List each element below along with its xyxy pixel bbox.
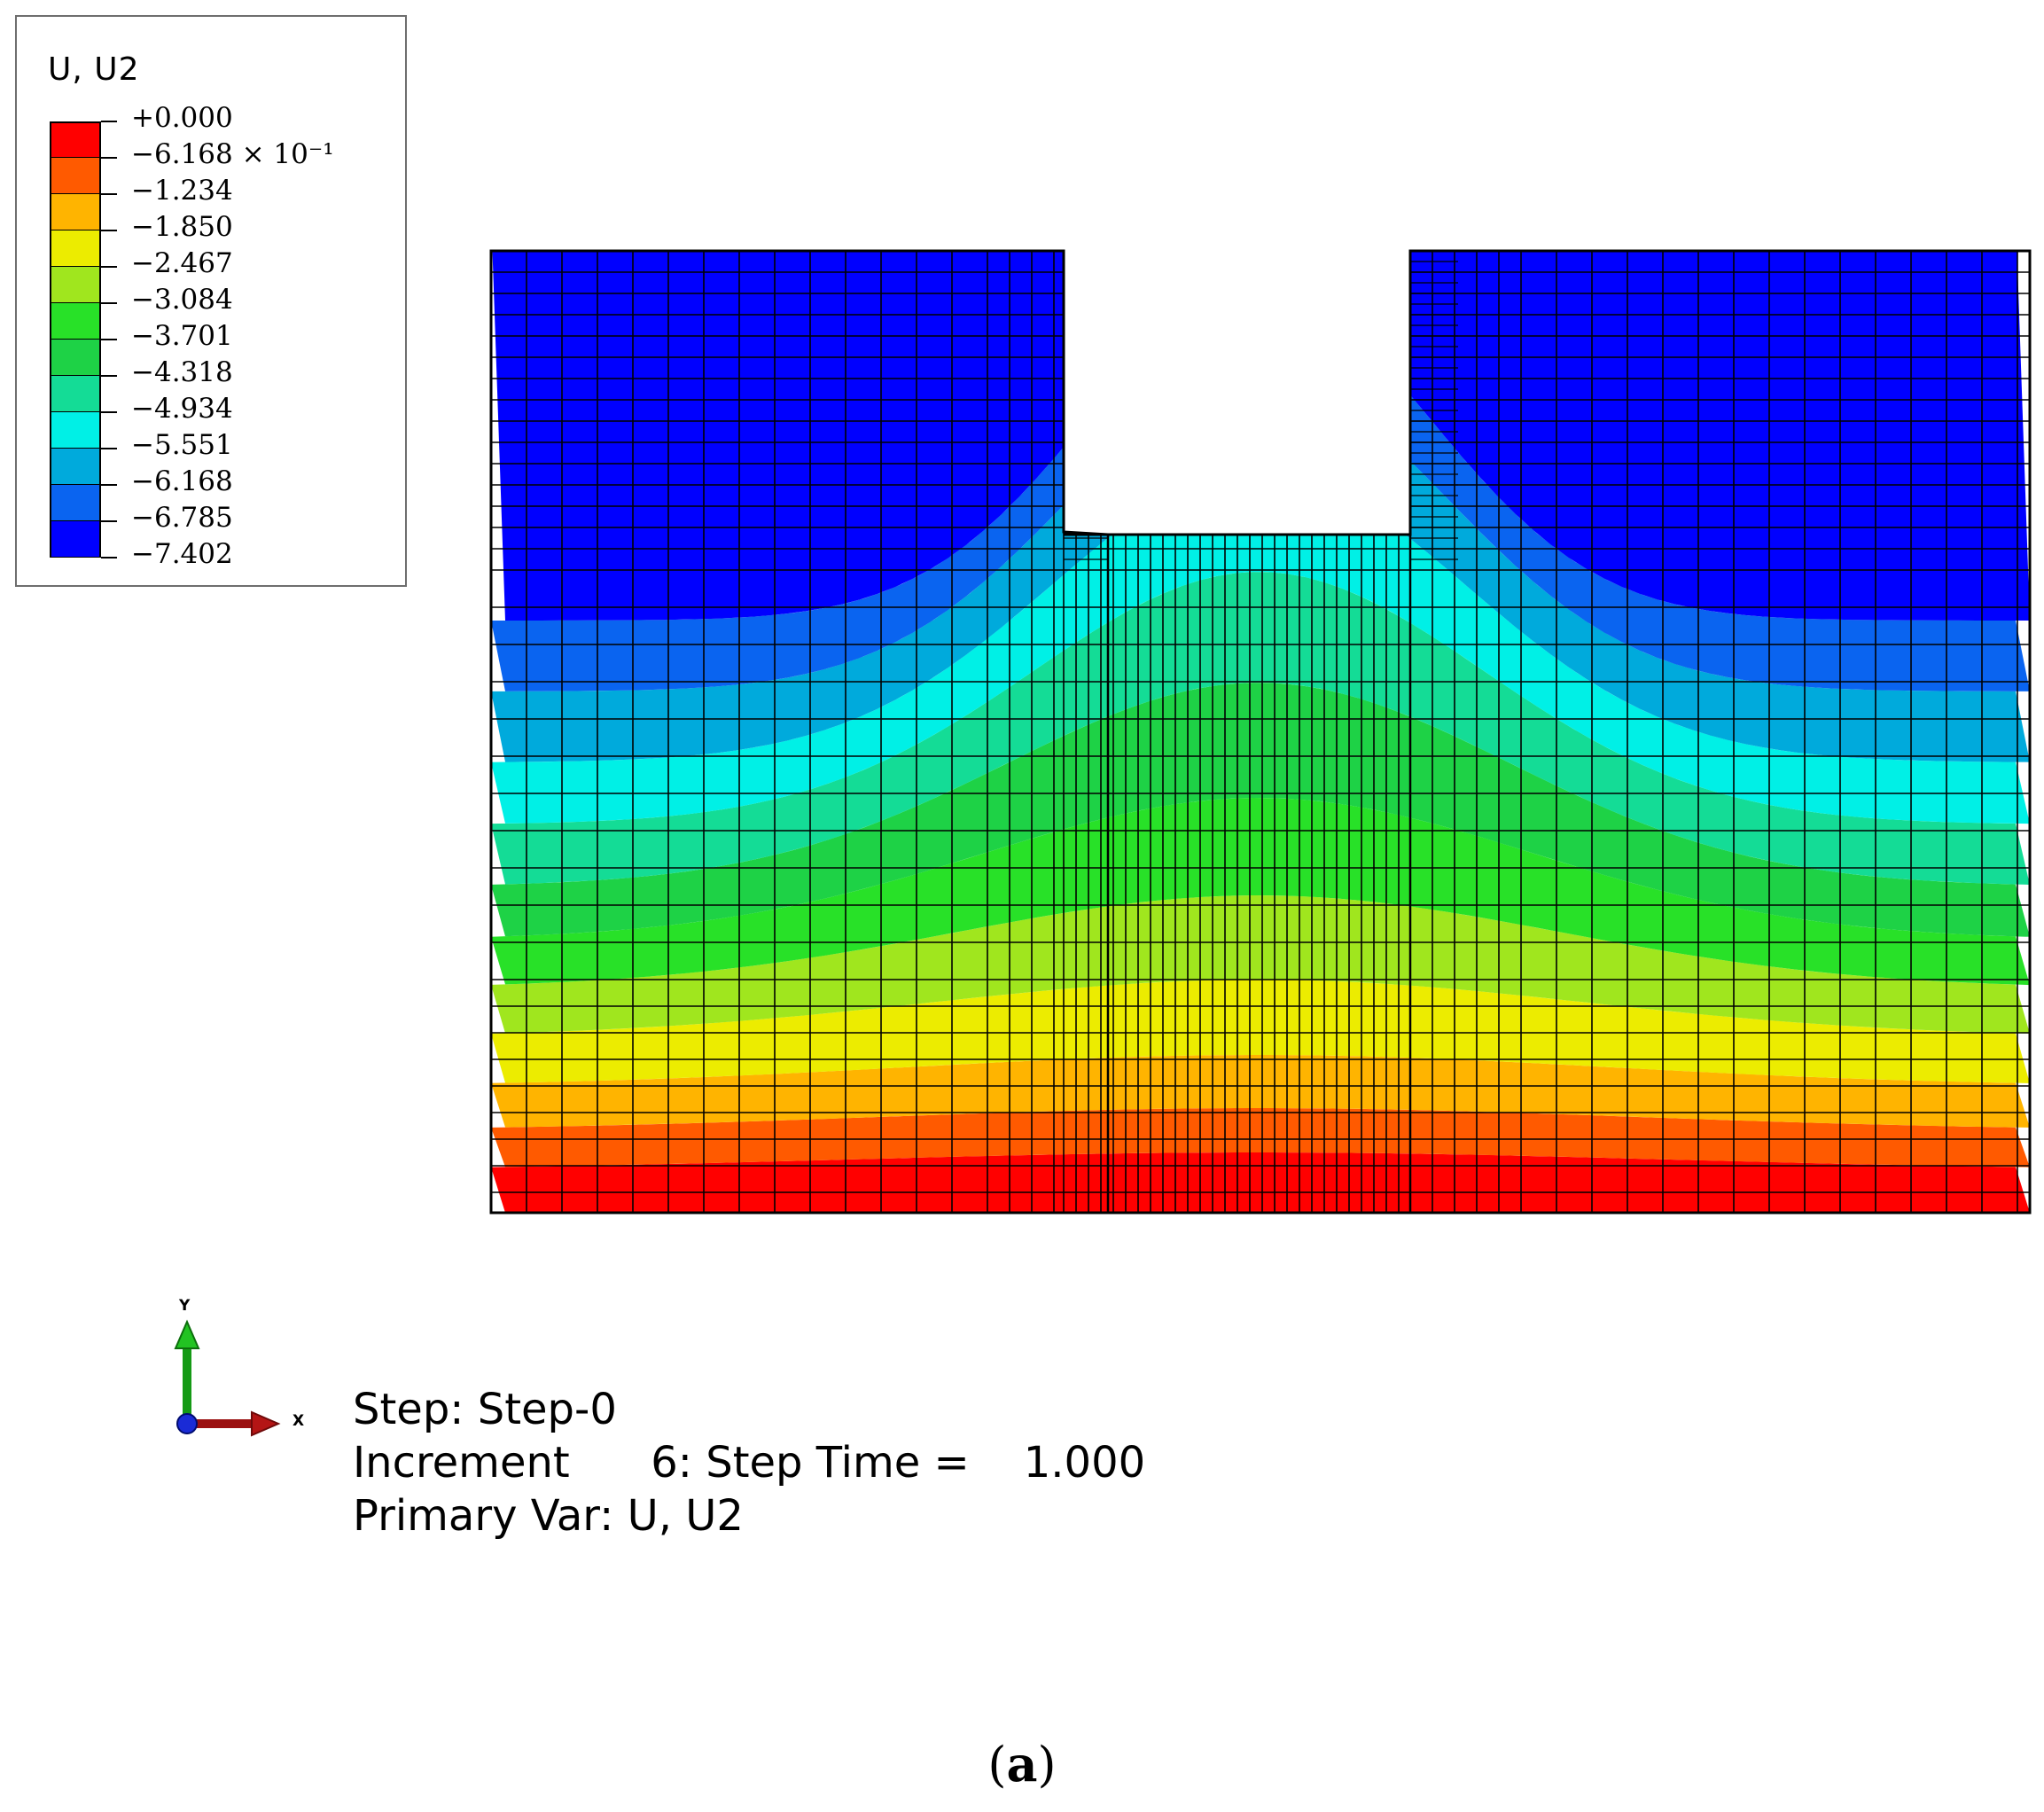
contour-band [491, 1108, 2030, 1168]
contour-band [491, 683, 2030, 937]
contour-band [491, 372, 2030, 762]
contour-band [491, 284, 2030, 691]
contour-bands [491, 251, 2030, 1213]
legend-color-swatch [50, 194, 101, 230]
increment-label: Increment 6: Step Time = 1.000 [353, 1438, 1146, 1488]
contour-band [491, 251, 2030, 621]
legend-tick [101, 411, 117, 413]
legend-color-swatch [50, 449, 101, 485]
contour-band [491, 1055, 2030, 1128]
legend-tick [101, 484, 117, 486]
x-axis-label: X [293, 1412, 305, 1430]
legend-color-swatch [50, 376, 101, 412]
legend-tick-label: −6.168 × 10⁻¹ [131, 138, 334, 170]
legend-color-swatch [50, 485, 101, 521]
legend-color-swatch [50, 121, 101, 158]
legend-title: U, U2 [48, 51, 140, 88]
legend-tick-label: −1.234 [131, 175, 233, 207]
x-axis-arrow [187, 1410, 281, 1437]
y-axis-label: Y [179, 1297, 191, 1315]
legend-tick-label: −6.168 [131, 465, 233, 497]
contour-band [491, 798, 2030, 986]
legend-color-swatch [50, 521, 101, 558]
legend-tick-label: −7.402 [131, 538, 233, 570]
origin-icon [176, 1413, 198, 1434]
legend-tick [101, 557, 117, 558]
axis-triad: Y X [160, 1290, 319, 1449]
contour-band [491, 980, 2030, 1083]
step-info: Step: Step-0 Increment 6: Step Time = 1.0… [353, 1383, 1145, 1543]
legend-tick-label: −3.701 [131, 320, 233, 352]
caption-letter: a [1006, 1736, 1038, 1792]
legend-color-swatch [50, 340, 101, 376]
legend-color-swatch [50, 230, 101, 267]
legend-tick [101, 302, 117, 304]
legend-tick-label: −6.785 [131, 502, 233, 534]
legend-tick-label: −1.850 [131, 211, 233, 243]
legend-tick-label: −3.084 [131, 284, 233, 316]
legend-tick-label: −4.318 [131, 356, 233, 388]
legend-tick [101, 375, 117, 377]
figure-caption: (a) [0, 1736, 2044, 1792]
contour-band [491, 895, 2030, 1034]
caption-close: ) [1037, 1737, 1057, 1792]
contour-band [491, 470, 2030, 824]
contour-band [491, 1152, 2030, 1213]
legend-tick [101, 339, 117, 340]
legend-tick-label: +0.000 [131, 102, 233, 134]
mesh-grid [491, 251, 2030, 1213]
legend-tick [101, 121, 117, 122]
step-label: Step: Step-0 [353, 1385, 617, 1434]
contour-band [491, 572, 2030, 885]
legend-tick [101, 520, 117, 522]
legend-tick [101, 266, 117, 268]
legend-color-swatch [50, 412, 101, 449]
legend-tick-label: −2.467 [131, 247, 233, 279]
primary-var-label: Primary Var: U, U2 [353, 1491, 744, 1541]
legend-tick [101, 448, 117, 449]
legend-tick-label: −5.551 [131, 429, 233, 461]
domain-outline [489, 249, 2032, 1215]
legend-tick-label: −4.934 [131, 393, 233, 425]
legend-color-swatch [50, 158, 101, 194]
legend-tick [101, 230, 117, 231]
caption-open: ( [987, 1737, 1007, 1792]
legend-tick [101, 193, 117, 195]
y-axis-arrow [174, 1319, 200, 1418]
legend-color-swatch [50, 267, 101, 303]
legend-color-swatch [50, 303, 101, 340]
legend-tick [101, 157, 117, 159]
